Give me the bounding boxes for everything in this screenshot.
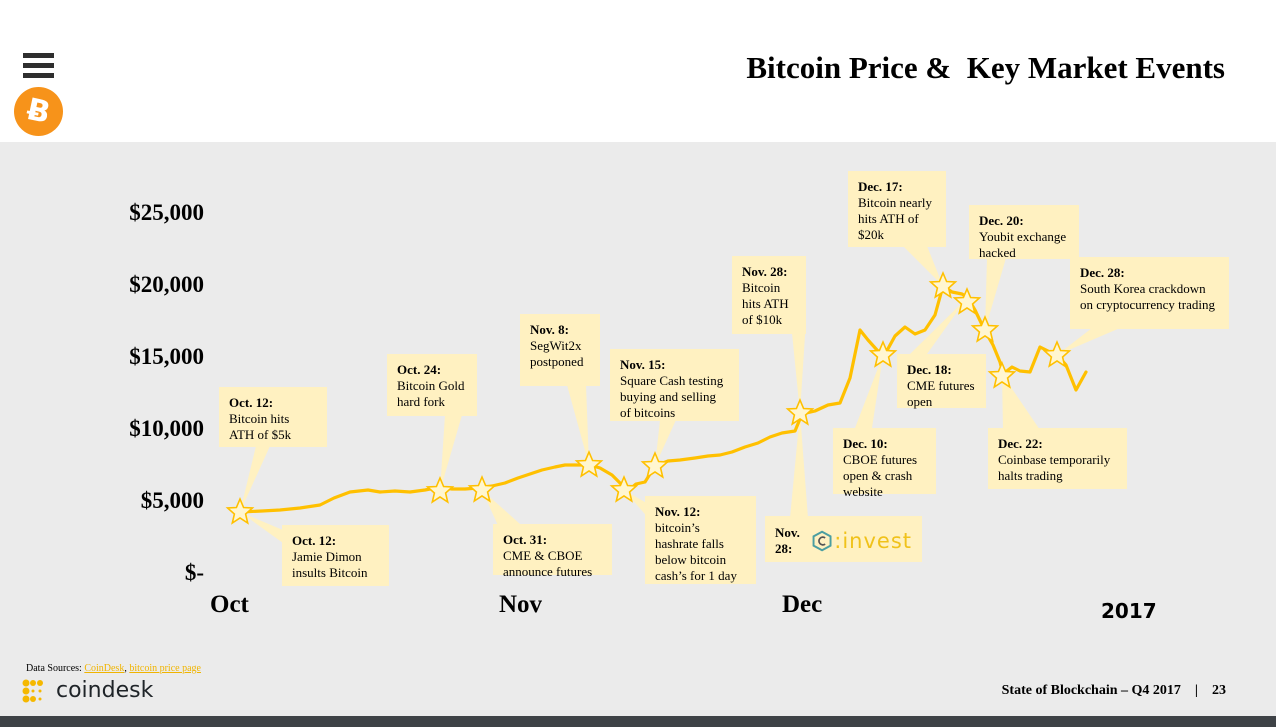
- y-tick-0: $-: [184, 560, 204, 585]
- y-tick-15000: $15,000: [129, 344, 204, 369]
- callout-nov12: Nov. 12: bitcoin’s hashrate falls below b…: [645, 496, 756, 584]
- callout-date: Nov. 8:: [530, 322, 569, 337]
- callout-text: Bitcoin Gold hard fork: [397, 378, 465, 409]
- callout-dec10: Dec. 10: CBOE futures open & crash websit…: [833, 428, 936, 499]
- callout-date: Oct. 31:: [503, 532, 548, 547]
- sources-separator: ,: [124, 663, 130, 674]
- callout-text: bitcoin’s hashrate falls below bitcoin c…: [655, 520, 737, 583]
- page-title: Bitcoin Price & Key Market Events: [746, 50, 1225, 85]
- y-tick-10000: $10,000: [129, 416, 204, 441]
- callout-dec20: Dec. 20: Youbit exchange hacked: [969, 205, 1079, 260]
- cinvest-wordmark: :invest: [834, 529, 912, 553]
- callout-dec22: Dec. 22: Coinbase temporarily halts tradi…: [988, 428, 1127, 489]
- x-tick-oct: Oct: [210, 591, 249, 618]
- bitcoin-price-page-link[interactable]: bitcoin price page: [129, 663, 201, 674]
- callout-nov28-ath: Nov. 28: Bitcoin hits ATH of $10k: [732, 256, 806, 334]
- coindesk-logo: coindesk: [22, 678, 153, 703]
- callout-date: Dec. 18:: [907, 362, 952, 377]
- callout-date: Dec. 28:: [1080, 265, 1125, 280]
- callout-date: Dec. 20:: [979, 213, 1024, 228]
- bottom-bar: [0, 716, 1276, 727]
- callout-text: SegWit2x postponed: [530, 338, 584, 369]
- y-tick-25000: $25,000: [129, 200, 204, 225]
- callout-nov8: Nov. 8: SegWit2x postponed: [520, 314, 600, 386]
- callout-oct31: Oct. 31: CME & CBOE announce futures: [493, 524, 612, 579]
- data-sources: Data Sources: CoinDesk, bitcoin price pa…: [26, 663, 201, 674]
- callout-text: Youbit exchange hacked: [979, 229, 1067, 260]
- callout-text: Jamie Dimon insults Bitcoin: [292, 549, 368, 580]
- callout-text: Square Cash testing buying and selling o…: [620, 373, 724, 420]
- callout-date: Nov. 15:: [620, 357, 666, 372]
- event-stars: [226, 272, 1071, 524]
- callout-date: Dec. 17:: [858, 179, 903, 194]
- callout-dec18: Dec. 18: CME futures open: [897, 354, 986, 409]
- year-label: 2017: [1101, 599, 1157, 623]
- sources-label: Data Sources:: [26, 663, 85, 674]
- callout-oct24: Oct. 24: Bitcoin Gold hard fork: [387, 354, 477, 416]
- y-tick-5000: $5,000: [140, 488, 204, 513]
- coindesk-wordmark: coindesk: [56, 678, 154, 703]
- callout-date: Dec. 22:: [998, 436, 1043, 451]
- report-footer: State of Blockchain – Q4 2017 | 23: [1001, 683, 1226, 698]
- callout-pointers: [240, 246, 1120, 548]
- callout-date: Oct. 12:: [292, 533, 337, 548]
- coindesk-mark-icon: [22, 679, 43, 702]
- callout-date: Nov. 28:: [775, 525, 800, 556]
- callout-date: Oct. 12:: [229, 395, 274, 410]
- callout-text: Bitcoin hits ATH of $10k: [742, 280, 789, 327]
- y-tick-20000: $20,000: [129, 272, 204, 297]
- callout-date: Oct. 24:: [397, 362, 442, 377]
- callout-oct12-ath: Oct. 12: Bitcoin hits ATH of $5k: [219, 387, 327, 447]
- callout-date: Nov. 28:: [742, 264, 788, 279]
- callout-text: Bitcoin nearly hits ATH of $20k: [858, 195, 933, 242]
- callout-nov15: Nov. 15: Square Cash testing buying and s…: [610, 349, 739, 421]
- callout-text: CME futures open: [907, 378, 975, 409]
- callout-text: Bitcoin hits ATH of $5k: [229, 411, 292, 442]
- cinvest-hexagon-logo-icon: [812, 530, 832, 552]
- callout-nov28-cinvest: Nov. 28: :invest: [765, 516, 922, 562]
- callout-dec28: Dec. 28: South Korea crackdown on cryptoc…: [1070, 257, 1229, 329]
- callout-date: Nov. 12:: [655, 504, 701, 519]
- callout-dec17: Dec. 17: Bitcoin nearly hits ATH of $20k: [848, 171, 946, 247]
- x-tick-dec: Dec: [782, 591, 823, 618]
- callout-date: Dec. 10:: [843, 436, 888, 451]
- coindesk-link[interactable]: CoinDesk: [84, 663, 125, 674]
- callout-text: CBOE futures open & crash website: [843, 452, 918, 499]
- callout-oct12-dimon: Oct. 12: Jamie Dimon insults Bitcoin: [282, 525, 389, 586]
- callout-text: CME & CBOE announce futures: [503, 548, 593, 579]
- callout-text: Coinbase temporarily halts trading: [998, 452, 1111, 483]
- x-tick-nov: Nov: [499, 591, 543, 618]
- callout-text: South Korea crackdown on cryptocurrency …: [1080, 281, 1216, 312]
- hamburger-menu-icon[interactable]: [23, 53, 54, 79]
- slide-header: Ƀ Bitcoin Price & Key Market Events: [0, 0, 1276, 142]
